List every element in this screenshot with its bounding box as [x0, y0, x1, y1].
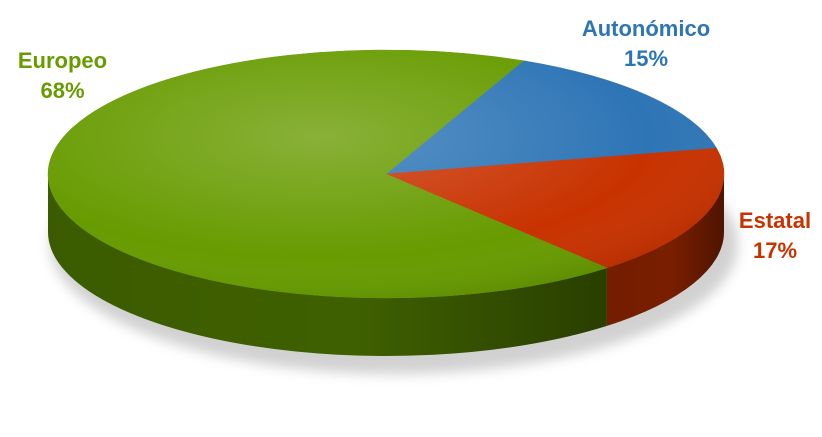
label-autonomico-name: Autonómico: [581, 16, 711, 41]
label-estatal: Estatal 17%: [720, 206, 822, 266]
label-europeo-value: 68%: [40, 78, 85, 103]
label-europeo: Europeo 68%: [0, 46, 125, 106]
label-autonomico-value: 15%: [623, 46, 669, 71]
label-estatal-value: 17%: [752, 238, 798, 263]
label-autonomico: Autonómico 15%: [556, 14, 736, 74]
side-shade-estatal: [606, 174, 724, 326]
pie-top-highlight: [48, 50, 724, 298]
side-shade-europeo: [48, 174, 607, 356]
label-estatal-name: Estatal: [738, 208, 812, 233]
label-europeo-name: Europeo: [17, 48, 108, 73]
